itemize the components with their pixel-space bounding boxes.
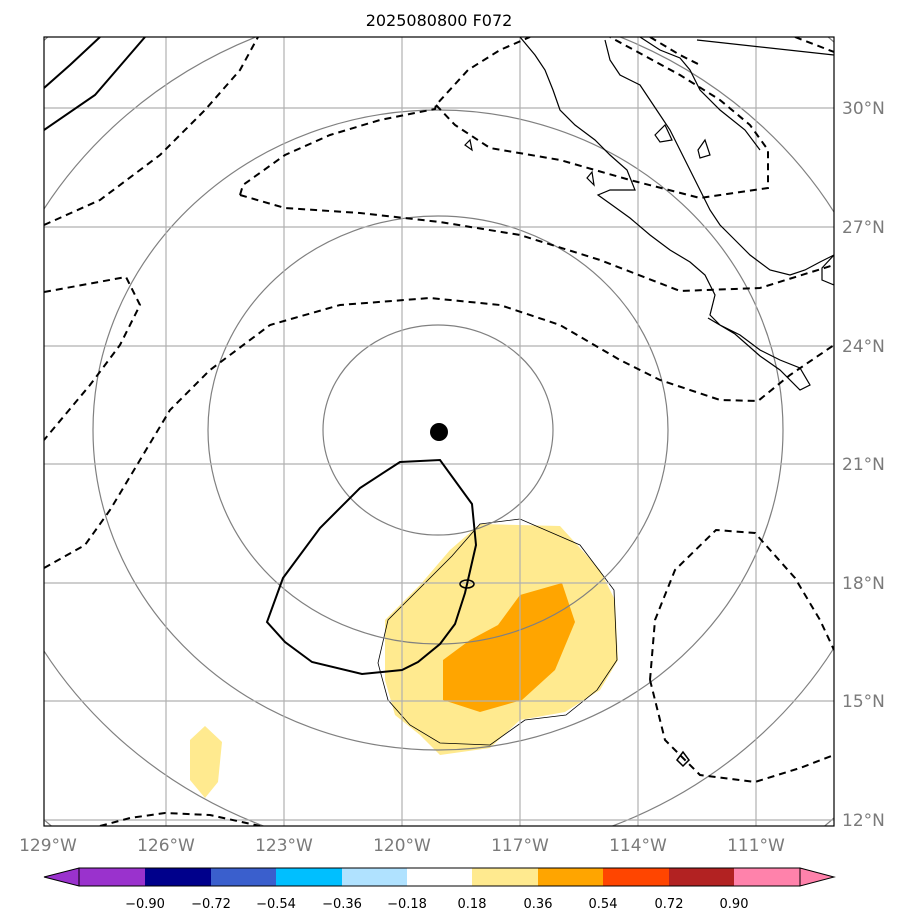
graticule [44, 37, 834, 826]
shaded-field [190, 518, 618, 798]
lon-label-129w: 129°W [19, 836, 77, 856]
colorbar-swatch [407, 868, 472, 886]
plot-frame [43, 36, 835, 827]
lat-labels: 30°N 27°N 24°N 21°N 18°N 15°N 12°N [842, 99, 885, 831]
lon-label-123w: 123°W [255, 836, 313, 856]
lat-label-30n: 30°N [842, 99, 885, 119]
colorbar-swatch [734, 868, 800, 886]
colorbar-tick-label: 0.72 [655, 897, 684, 912]
colorbar-swatch [342, 868, 407, 886]
lon-label-120w: 120°W [373, 836, 431, 856]
colorbar-tick-label: 0.54 [589, 897, 618, 912]
lon-label-117w: 117°W [491, 836, 549, 856]
colorbar-swatch [79, 868, 145, 886]
colorbar-tick-label: 0.18 [458, 897, 487, 912]
lon-label-111w: 111°W [727, 836, 785, 856]
negative-contours [44, 37, 834, 826]
colorbar-tick-label: 0.36 [524, 897, 553, 912]
colorbar-tick-label: −0.90 [125, 897, 165, 912]
lon-labels: 129°W 126°W 123°W 120°W 117°W 114°W 111°… [19, 836, 785, 856]
colorbar-extend-high [799, 867, 836, 887]
lon-label-126w: 126°W [137, 836, 195, 856]
positive-contours [44, 37, 478, 676]
lon-label-114w: 114°W [609, 836, 667, 856]
lat-label-27n: 27°N [842, 218, 885, 238]
colorbar-swatch [472, 868, 538, 886]
colorbar-tick-label: −0.72 [191, 897, 231, 912]
lat-label-12n: 12°N [842, 811, 885, 831]
lat-label-21n: 21°N [842, 455, 885, 475]
colorbar-swatch [145, 868, 211, 886]
colorbar-extend-low [43, 867, 80, 887]
colorbar-swatch [276, 868, 342, 886]
colorbar: −0.90 −0.72 −0.54 −0.36 −0.18 0.18 0.36 … [43, 867, 836, 912]
colorbar-swatch [538, 868, 603, 886]
lat-label-24n: 24°N [842, 337, 885, 357]
small-contour-loop [676, 750, 690, 768]
colorbar-frame [78, 867, 801, 887]
storm-center-marker [430, 423, 448, 441]
colorbar-tick-label: −0.36 [322, 897, 362, 912]
colorbar-swatch [669, 868, 734, 886]
map-title: 2025080800 F072 [366, 11, 513, 30]
coastline [464, 37, 834, 391]
lat-label-18n: 18°N [842, 574, 885, 594]
colorbar-tick-label: −0.18 [387, 897, 427, 912]
lat-label-15n: 15°N [842, 692, 885, 712]
colorbar-swatch [211, 868, 276, 886]
colorbar-tick-label: −0.54 [256, 897, 296, 912]
colorbar-swatch [603, 868, 669, 886]
colorbar-tick-label: 0.90 [720, 897, 749, 912]
